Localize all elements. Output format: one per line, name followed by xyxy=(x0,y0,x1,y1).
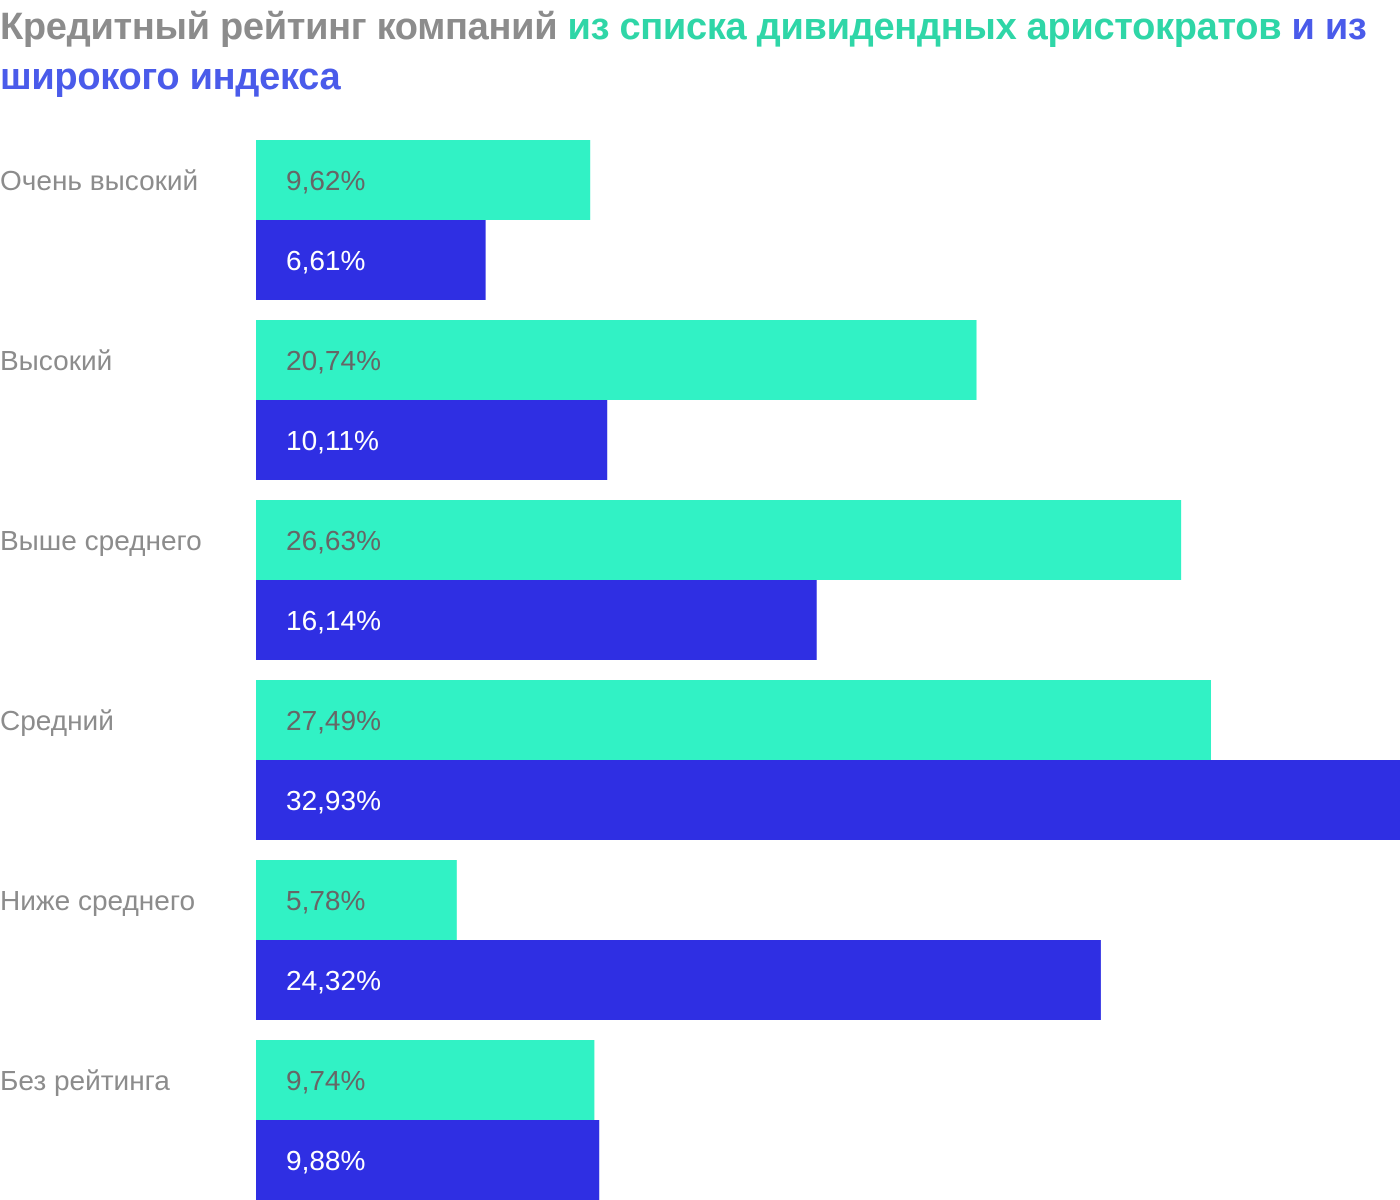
data-label-series-2: 24,32% xyxy=(286,965,381,996)
data-label-series-1: 26,63% xyxy=(286,525,381,556)
category-label: Без рейтинга xyxy=(0,1065,170,1096)
bar-series-2 xyxy=(256,1120,600,1200)
data-label-series-2: 6,61% xyxy=(286,245,365,276)
bar-series-2 xyxy=(256,400,608,480)
bar-series-2 xyxy=(256,760,1400,840)
bar-series-1 xyxy=(256,680,1212,760)
title-part-3: и из широкого индекса xyxy=(0,6,1367,98)
bar-series-1 xyxy=(256,500,1182,580)
data-label-series-2: 32,93% xyxy=(286,785,381,816)
category-label: Ниже среднего xyxy=(0,885,195,916)
data-label-series-2: 16,14% xyxy=(286,605,381,636)
bar-series-2 xyxy=(256,220,486,300)
title-part-2: из списка дивидендных аристократов xyxy=(567,6,1282,48)
data-label-series-1: 27,49% xyxy=(286,705,381,736)
bar-series-1 xyxy=(256,1040,595,1120)
data-label-series-1: 20,74% xyxy=(286,345,381,376)
category-label: Выше среднего xyxy=(0,525,202,556)
data-label-series-2: 9,88% xyxy=(286,1145,365,1176)
bar-series-1 xyxy=(256,320,977,400)
chart-title: Кредитный рейтинг компаний из списка див… xyxy=(0,2,1390,102)
category-label: Очень высокий xyxy=(0,165,198,196)
data-label-series-1: 5,78% xyxy=(286,885,365,916)
bar-series-1 xyxy=(256,860,457,940)
category-label: Высокий xyxy=(0,345,112,376)
data-label-series-2: 10,11% xyxy=(286,425,379,456)
bar-series-2 xyxy=(256,580,817,660)
data-label-series-1: 9,74% xyxy=(286,1065,365,1096)
title-part-1: Кредитный рейтинг компаний xyxy=(0,6,568,48)
bar-series-2 xyxy=(256,940,1101,1020)
category-label: Средний xyxy=(0,705,114,736)
bar-series-1 xyxy=(256,140,591,220)
data-label-series-1: 9,62% xyxy=(286,165,365,196)
